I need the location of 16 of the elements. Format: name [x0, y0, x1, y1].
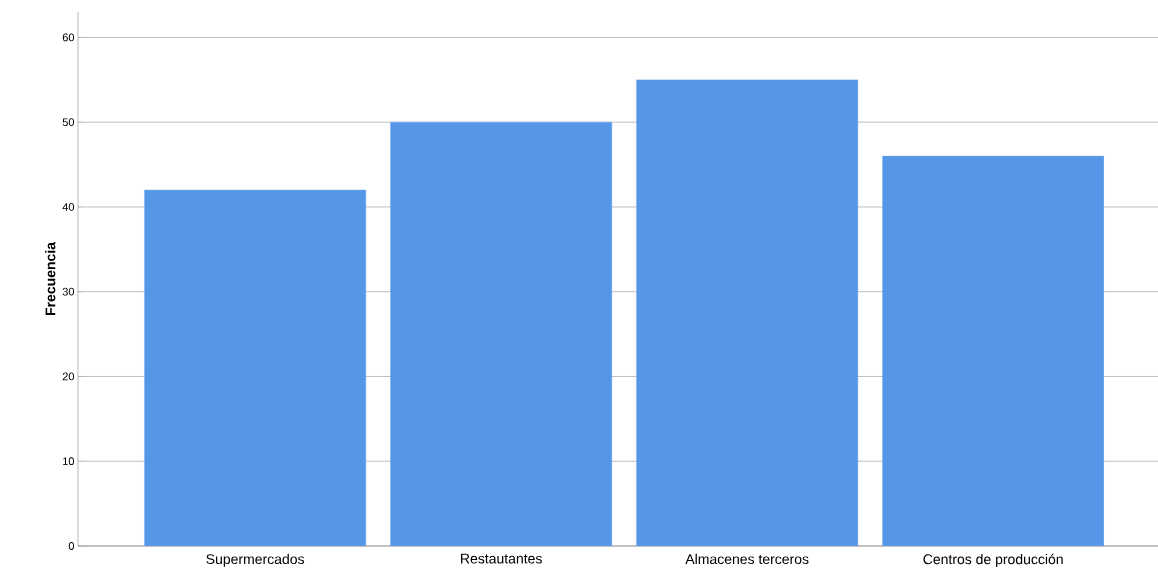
- y-tick-label: 0: [68, 542, 75, 550]
- y-tick-label: 40: [62, 203, 75, 211]
- bar: [144, 189, 367, 546]
- bar: [390, 121, 613, 546]
- bar: [636, 79, 859, 546]
- x-tick-label: Supermercados: [206, 553, 305, 567]
- y-tick-label: 50: [62, 118, 75, 127]
- y-tick-label: 30: [62, 287, 75, 296]
- x-tick-label: Restautantes: [461, 553, 542, 564]
- bar: [882, 155, 1105, 546]
- y-tick-label: 60: [62, 33, 75, 42]
- y-axis-title: Frecuencia: [45, 241, 56, 316]
- y-tick-label: 10: [63, 457, 75, 466]
- y-tick-label: 20: [62, 372, 75, 381]
- x-tick-label: Almacenes terceros: [685, 553, 809, 565]
- x-tick-label: Centros de producción: [923, 553, 1063, 567]
